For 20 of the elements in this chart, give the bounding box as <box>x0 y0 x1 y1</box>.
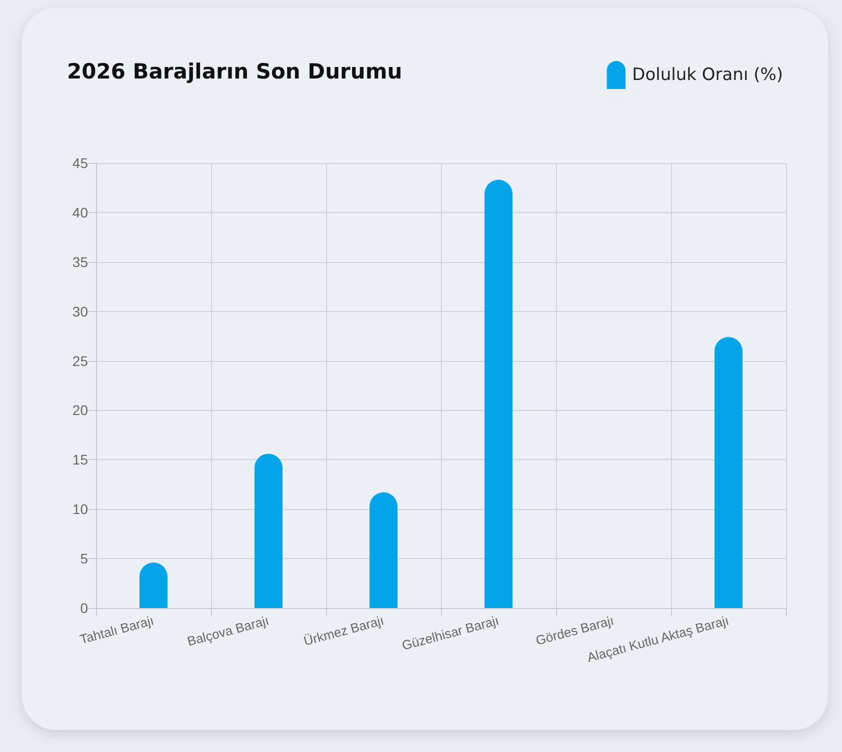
y-tick-label: 15 <box>72 452 88 468</box>
bar <box>370 492 398 608</box>
y-tick-label: 40 <box>72 204 88 220</box>
bar <box>254 454 282 608</box>
bar <box>484 180 512 608</box>
y-tick-label: 30 <box>72 303 88 320</box>
y-tick-label: 5 <box>80 550 88 567</box>
x-tick-label: Ürkmez Barajı <box>302 612 386 649</box>
y-tick-label: 25 <box>72 352 88 369</box>
bar <box>140 562 168 608</box>
x-tick-label: Güzelhisar Barajı <box>400 612 500 654</box>
legend-label: Doluluk Oranı (%) <box>632 65 783 85</box>
x-tick-label: Gördes Barajı <box>534 612 616 648</box>
y-tick-label: 45 <box>72 155 88 171</box>
chart-title: 2026 Barajların Son Durumu <box>67 60 402 84</box>
x-tick-label: Balçova Barajı <box>186 612 270 649</box>
y-tick-label: 20 <box>72 402 88 418</box>
bar <box>714 337 742 608</box>
y-tick-label: 35 <box>72 254 88 270</box>
y-tick-label: 10 <box>72 501 88 518</box>
